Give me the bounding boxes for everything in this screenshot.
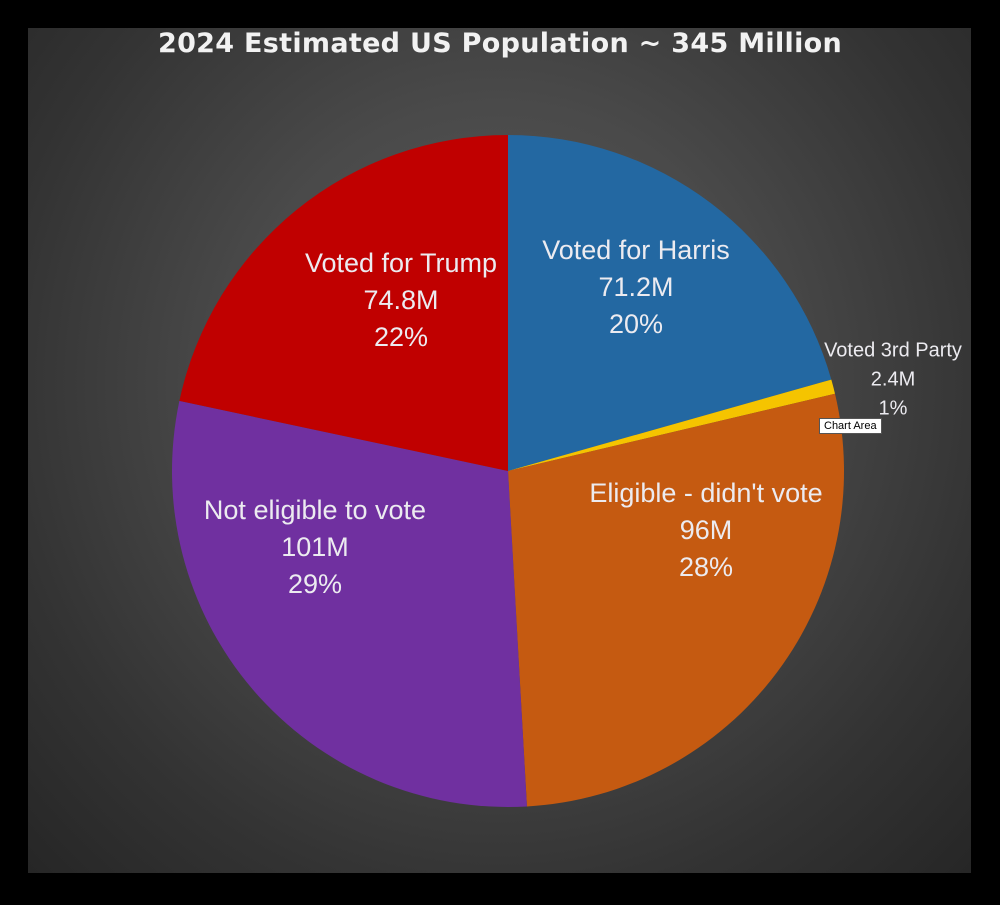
pie-slice-voted-3rd-party[interactable] xyxy=(508,379,836,471)
pie-slice-eligible-didn-t-vote[interactable] xyxy=(508,393,844,807)
slice-value: 2.4M xyxy=(871,368,915,390)
chart-area-tooltip: Chart Area xyxy=(819,418,882,434)
slice-label: Voted 3rd Party xyxy=(824,339,962,361)
slice-value: 101M xyxy=(281,532,349,562)
pie-slice-not-eligible-to-vote[interactable] xyxy=(172,400,527,807)
slice-percent: 1% xyxy=(879,397,908,419)
slice-label: Voted for Trump xyxy=(305,248,497,278)
slice-value: 74.8M xyxy=(363,285,438,315)
slice-percent: 29% xyxy=(288,569,342,599)
slice-percent: 28% xyxy=(679,552,733,582)
slice-percent: 22% xyxy=(374,322,428,352)
slice-label: Eligible - didn't vote xyxy=(589,478,822,508)
pie-slices xyxy=(172,135,844,807)
chart-title: 2024 Estimated US Population ~ 345 Milli… xyxy=(157,28,843,59)
slice-label: Not eligible to vote xyxy=(204,495,426,525)
pie-labels: Voted for Harris 71.2M 20% Voted 3rd Party 2… xyxy=(204,235,962,599)
slice-value: 71.2M xyxy=(598,272,673,302)
slice-percent: 20% xyxy=(609,309,663,339)
pie-slice-voted-for-trump[interactable] xyxy=(179,135,508,471)
slice-value: 96M xyxy=(680,515,733,545)
slice-label: Voted for Harris xyxy=(542,235,730,265)
pie-slice-voted-for-harris[interactable] xyxy=(508,135,832,471)
